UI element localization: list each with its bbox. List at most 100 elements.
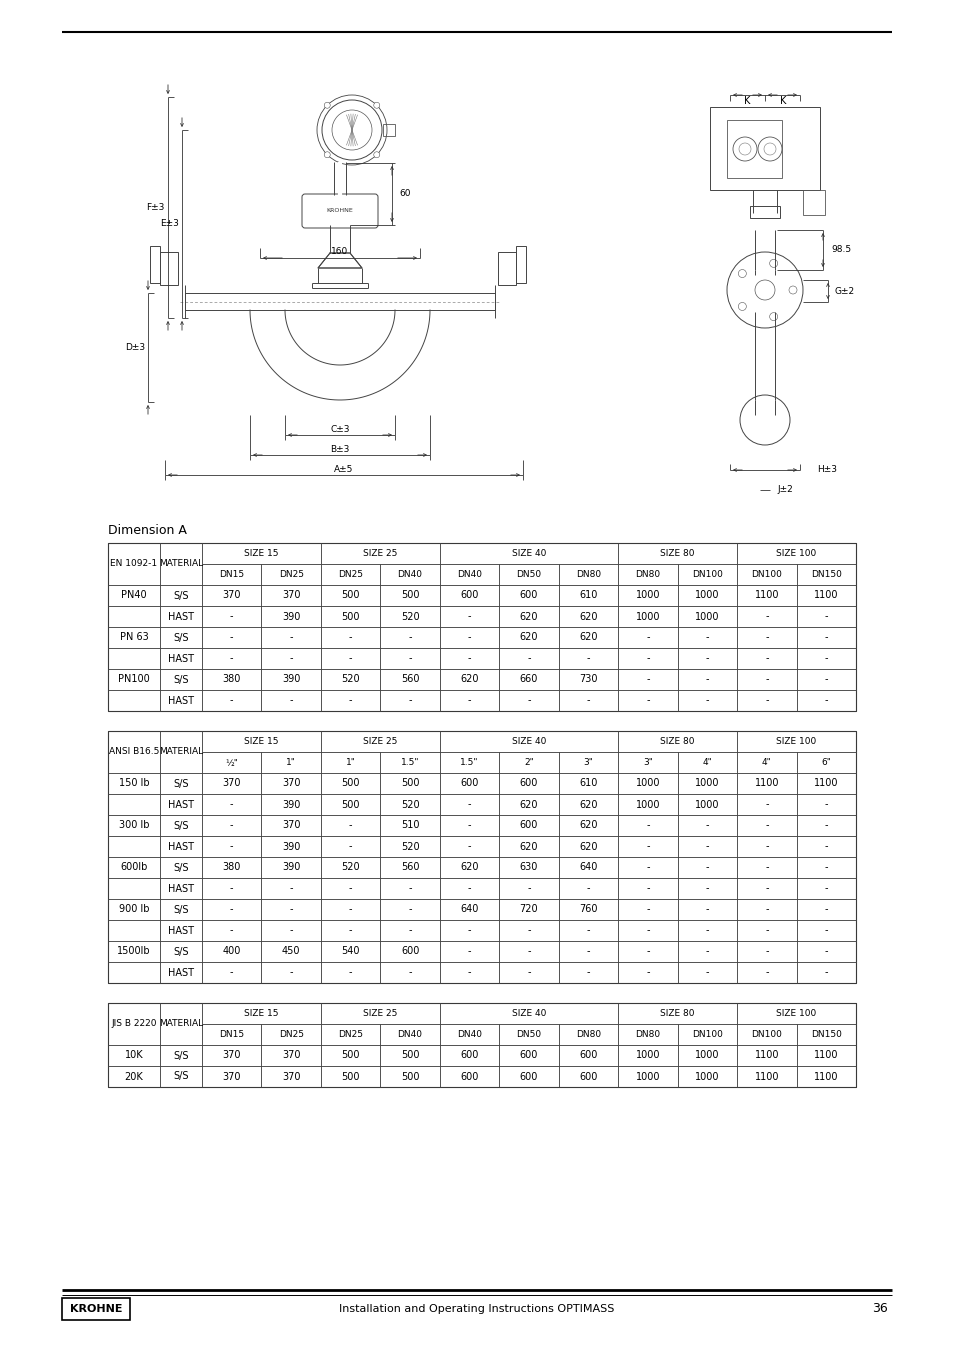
Bar [320, 543, 439, 564]
Text: DN25: DN25 [337, 570, 363, 579]
Bar [320, 1045, 380, 1066]
Text: 370: 370 [282, 1050, 300, 1061]
Bar [558, 836, 618, 857]
Text: -: - [289, 695, 293, 706]
Bar [261, 878, 320, 899]
Bar [737, 690, 796, 711]
Text: SIZE 15: SIZE 15 [244, 549, 278, 558]
Text: -: - [586, 653, 590, 663]
Bar [160, 857, 202, 878]
Bar [737, 815, 796, 836]
Text: DN40: DN40 [456, 1030, 481, 1040]
Text: -: - [645, 968, 649, 977]
Text: SIZE 80: SIZE 80 [659, 737, 694, 747]
Bar [618, 963, 677, 983]
Text: DN15: DN15 [219, 570, 244, 579]
Text: -: - [527, 968, 530, 977]
Bar [320, 1066, 380, 1087]
Bar [618, 1003, 737, 1025]
Text: DN150: DN150 [810, 570, 841, 579]
Text: ANSI B16.5: ANSI B16.5 [109, 748, 159, 756]
Text: 4": 4" [761, 757, 771, 767]
Bar [320, 919, 380, 941]
Bar [618, 1045, 677, 1066]
Text: 620: 620 [578, 633, 598, 643]
Text: DN40: DN40 [397, 1030, 422, 1040]
Circle shape [769, 313, 777, 321]
Bar [498, 1066, 558, 1087]
Bar [202, 1025, 261, 1045]
Text: K: K [743, 96, 749, 107]
Text: -: - [823, 968, 827, 977]
Text: 1": 1" [286, 757, 295, 767]
Bar [439, 963, 498, 983]
Bar [380, 878, 439, 899]
Text: -: - [230, 968, 233, 977]
Text: -: - [467, 926, 471, 936]
Bar [380, 899, 439, 919]
Text: -: - [645, 863, 649, 872]
Bar [439, 690, 498, 711]
Bar [108, 648, 160, 670]
Bar [796, 670, 855, 690]
Text: S/S: S/S [173, 821, 189, 830]
Bar [439, 899, 498, 919]
Bar [677, 626, 737, 648]
Text: -: - [823, 904, 827, 914]
Text: 380: 380 [222, 863, 241, 872]
Text: -: - [764, 926, 768, 936]
Circle shape [788, 286, 796, 294]
Bar [320, 648, 380, 670]
Bar [498, 794, 558, 815]
Bar [618, 794, 677, 815]
Text: 760: 760 [578, 904, 598, 914]
Bar [108, 857, 160, 878]
Bar [108, 606, 160, 626]
Bar [498, 899, 558, 919]
Text: -: - [467, 841, 471, 852]
Bar [202, 670, 261, 690]
Bar [558, 648, 618, 670]
Text: PN40: PN40 [121, 590, 147, 601]
Text: 610: 610 [578, 779, 597, 788]
Text: 640: 640 [578, 863, 597, 872]
Text: DN100: DN100 [751, 570, 781, 579]
Text: 370: 370 [282, 1072, 300, 1081]
Text: -: - [467, 968, 471, 977]
Bar [498, 564, 558, 585]
Text: HAST: HAST [168, 968, 193, 977]
Bar [160, 878, 202, 899]
Bar [618, 564, 677, 585]
Text: 630: 630 [519, 863, 537, 872]
Text: -: - [408, 633, 412, 643]
Bar [677, 648, 737, 670]
Bar [202, 1003, 320, 1025]
Bar [261, 963, 320, 983]
Bar [558, 857, 618, 878]
Bar [320, 899, 380, 919]
Text: 600: 600 [519, 590, 537, 601]
Text: 730: 730 [578, 675, 598, 684]
Text: 500: 500 [400, 1050, 419, 1061]
Bar [202, 564, 261, 585]
Bar [261, 606, 320, 626]
Text: 520: 520 [341, 675, 359, 684]
Text: -: - [349, 904, 352, 914]
Bar [320, 857, 380, 878]
Text: -: - [289, 968, 293, 977]
Bar [320, 670, 380, 690]
Bar [439, 585, 498, 606]
Bar [796, 857, 855, 878]
Text: 380: 380 [222, 675, 241, 684]
Text: KROHNE: KROHNE [326, 208, 353, 213]
Circle shape [738, 270, 745, 278]
Bar [261, 899, 320, 919]
Text: S/S: S/S [173, 675, 189, 684]
Text: -: - [230, 883, 233, 894]
Text: KROHNE: KROHNE [70, 1304, 122, 1314]
Bar [439, 794, 498, 815]
Bar [320, 730, 439, 752]
Bar [380, 564, 439, 585]
Text: 4": 4" [701, 757, 712, 767]
Text: SIZE 25: SIZE 25 [363, 1008, 397, 1018]
